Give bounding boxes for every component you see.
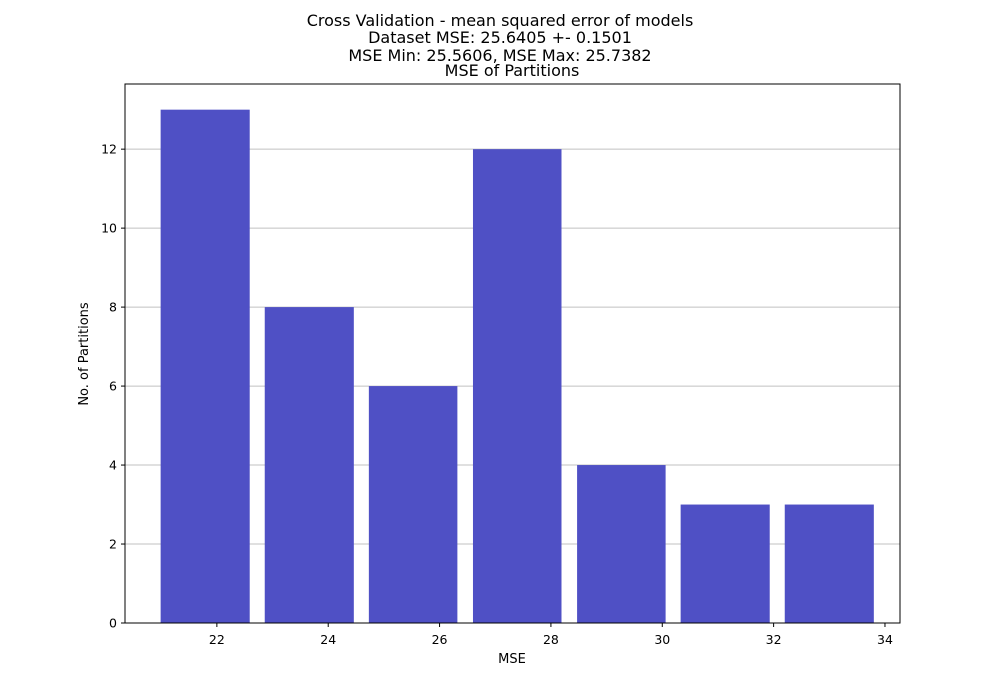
y-tick-label: 2 [109, 537, 117, 552]
x-tick-label: 26 [432, 632, 448, 647]
y-tick-label: 0 [109, 616, 117, 631]
bar [472, 149, 562, 623]
chart-title-line-1: Cross Validation - mean squared error of… [307, 11, 694, 30]
x-axis-ticks: 22 24 26 28 30 32 34 [209, 623, 893, 647]
x-tick-label: 22 [209, 632, 225, 647]
bar [264, 307, 354, 623]
y-tick-label: 10 [101, 221, 117, 236]
plot-frame [124, 83, 901, 624]
y-tick-label: 8 [109, 300, 117, 315]
y-axis-ticks: 0 2 4 6 8 10 12 [101, 142, 125, 631]
x-tick-label: 30 [654, 632, 670, 647]
bar [680, 504, 770, 623]
bar [160, 109, 250, 623]
x-tick-label: 28 [543, 632, 559, 647]
bar [577, 465, 666, 623]
x-tick-label: 32 [766, 632, 782, 647]
x-tick-label: 34 [877, 632, 893, 647]
bar-series [160, 109, 874, 623]
chart-title-line-2: Dataset MSE: 25.6405 +- 0.1501 [368, 28, 632, 47]
y-tick-label: 12 [101, 142, 117, 157]
bar [368, 386, 458, 623]
chart-subtitle: MSE of Partitions [445, 61, 580, 80]
chart-title-line-3: MSE Min: 25.5606, MSE Max: 25.7382 [348, 46, 651, 65]
x-tick-label: 24 [320, 632, 336, 647]
y-tick-label: 4 [109, 458, 117, 473]
y-tick-label: 6 [109, 379, 117, 394]
x-axis-label: MSE [498, 652, 526, 667]
bar [784, 504, 874, 623]
y-axis-label: No. of Partitions [77, 302, 92, 406]
